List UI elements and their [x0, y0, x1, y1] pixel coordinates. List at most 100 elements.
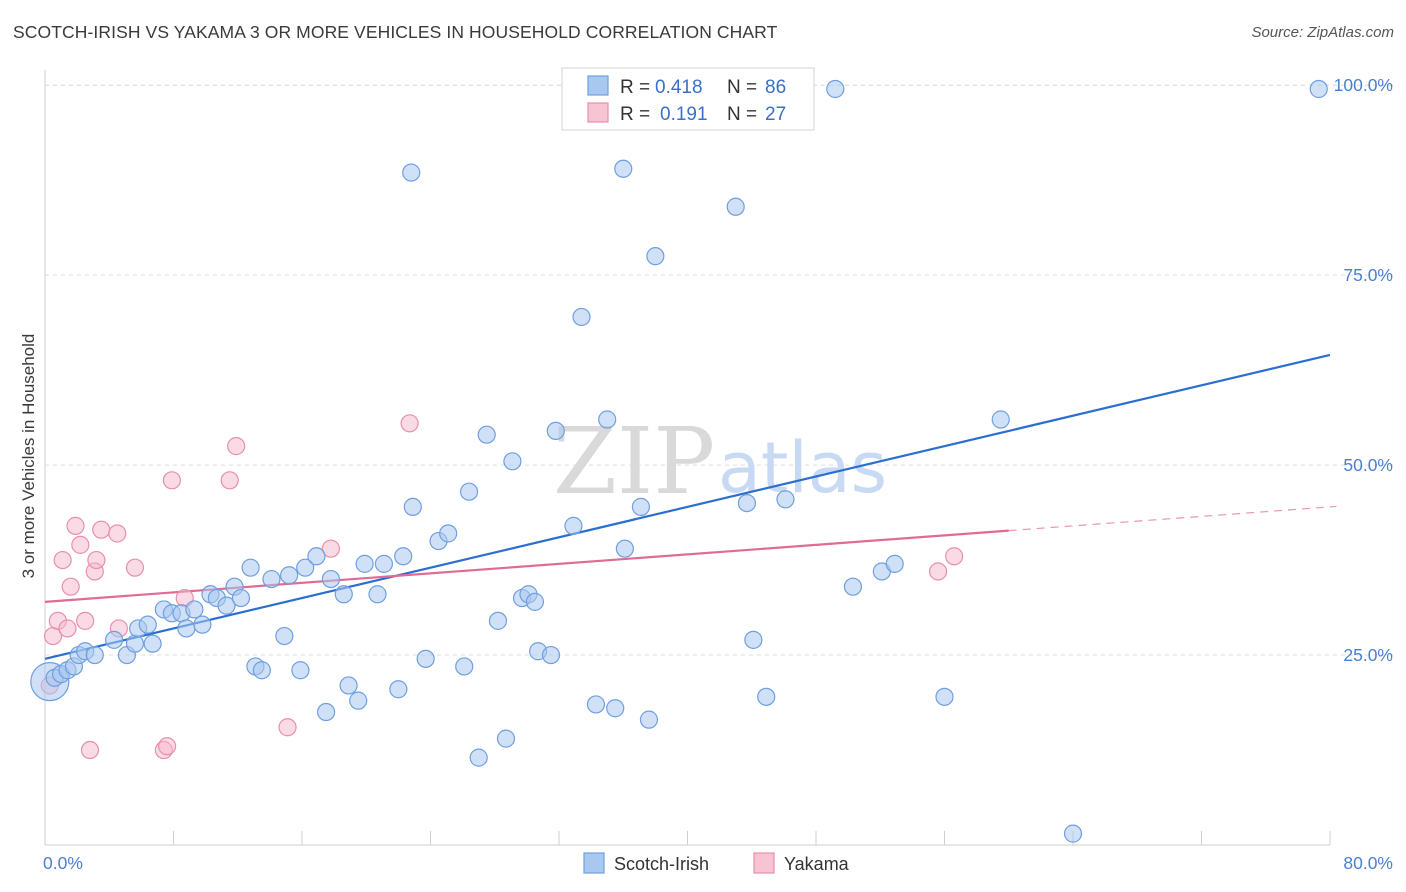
x-tick-label-80: 80.0%: [1343, 853, 1393, 873]
point-yakama-13: [108, 524, 127, 543]
point-yakama-12: [92, 520, 111, 539]
point-scotch-irish-22: [217, 596, 236, 615]
point-yakama-11: [87, 550, 106, 570]
legend-n-value-1: 86: [765, 77, 786, 98]
point-scotch-irish-81: [885, 554, 904, 573]
bottom-legend: Scotch-Irish Yakama: [583, 852, 850, 874]
point-yakama-3: [53, 550, 72, 570]
point-scotch-irish-51: [469, 748, 488, 767]
point-scotch-irish-10: [125, 634, 145, 653]
point-yakama-5: [61, 577, 80, 596]
point-scotch-irish-50: [459, 482, 479, 501]
point-scotch-irish-25: [241, 558, 260, 577]
point-scotch-irish-40: [368, 585, 387, 604]
point-scotch-irish-36: [334, 585, 353, 604]
point-scotch-irish-71: [646, 247, 665, 266]
point-scotch-irish-43: [394, 547, 413, 566]
source-label: Source: ZipAtlas.com: [1251, 24, 1394, 41]
point-scotch-irish-84: [1063, 824, 1083, 843]
point-scotch-irish-55: [503, 452, 522, 471]
point-yakama-21: [227, 437, 246, 456]
point-scotch-irish-62: [564, 516, 583, 535]
point-scotch-irish-67: [614, 159, 633, 178]
bottom-legend-swatch-yakama: [753, 852, 775, 874]
point-scotch-irish-60: [541, 645, 561, 665]
point-scotch-irish-73: [726, 197, 745, 216]
point-scotch-irish-63: [572, 307, 591, 327]
watermark-zip: ZIP: [553, 408, 715, 515]
point-scotch-irish-33: [307, 547, 326, 566]
legend-n-label-2: N =: [727, 104, 757, 125]
point-scotch-irish-53: [488, 611, 508, 630]
point-scotch-irish-46: [416, 649, 435, 668]
point-scotch-irish-65: [598, 410, 617, 429]
point-scotch-irish-32: [296, 558, 315, 577]
point-scotch-irish-48: [439, 524, 458, 543]
point-scotch-irish-12: [138, 615, 157, 634]
point-scotch-irish-37: [339, 676, 358, 695]
bottom-legend-label-yakama: Yakama: [784, 854, 850, 874]
point-yakama-7: [71, 535, 90, 554]
point-scotch-irish-30: [280, 566, 299, 585]
legend-r-value-1: 0.418: [655, 77, 703, 98]
series-scotch-irish: [30, 76, 1328, 843]
trend-line-yakama-extension: [1008, 505, 1337, 532]
point-scotch-irish-35: [321, 569, 341, 589]
point-scotch-irish-45: [403, 497, 422, 516]
y-axis-label: 3 or more Vehicles in Household: [19, 334, 38, 579]
point-yakama-26: [945, 547, 964, 566]
point-yakama-23: [321, 539, 341, 558]
chart-title: SCOTCH-IRISH VS YAKAMA 3 OR MORE VEHICLE…: [13, 22, 778, 42]
watermark: ZIP atlas: [553, 408, 887, 515]
point-yakama-24: [400, 414, 419, 433]
legend-r-label-1: R =: [620, 77, 650, 98]
point-yakama-17: [157, 737, 177, 756]
point-scotch-irish-58: [525, 592, 545, 611]
point-scotch-irish-54: [496, 729, 516, 748]
point-scotch-irish-39: [355, 554, 374, 573]
point-scotch-irish-66: [606, 699, 625, 718]
point-scotch-irish-29: [275, 626, 294, 646]
y-tick-label-75: 75.0%: [1343, 265, 1393, 285]
point-scotch-irish-79: [843, 577, 863, 596]
point-scotch-irish-8: [104, 630, 124, 649]
legend-swatch-yakama: [587, 102, 609, 123]
point-scotch-irish-74: [737, 493, 757, 513]
point-yakama-4: [58, 619, 77, 638]
point-scotch-irish-7: [85, 645, 104, 665]
point-scotch-irish-69: [631, 497, 651, 516]
point-scotch-irish-49: [455, 657, 474, 676]
point-scotch-irish-24: [231, 588, 251, 608]
point-yakama-8: [76, 611, 95, 630]
point-scotch-irish-68: [615, 539, 634, 558]
y-tick-label-100: 100.0%: [1334, 75, 1393, 95]
series-yakama: [40, 414, 964, 760]
legend-r-label-2: R =: [620, 104, 650, 125]
point-scotch-irish-41: [374, 554, 394, 573]
point-scotch-irish-76: [757, 687, 776, 706]
trend-lines: [44, 353, 1337, 660]
point-scotch-irish-38: [349, 691, 368, 710]
point-yakama-18: [162, 471, 181, 490]
bottom-legend-label-scotch-irish: Scotch-Irish: [614, 854, 709, 874]
point-yakama-20: [220, 471, 239, 490]
x-tick-label-0: 0.0%: [43, 853, 83, 873]
legend-box: R = 0.418 N = 86 R = 0.191 N = 27: [561, 67, 815, 131]
point-scotch-irish-85: [1309, 79, 1328, 99]
y-tick-labels: 25.0% 50.0% 75.0% 100.0%: [1334, 75, 1393, 665]
point-scotch-irish-82: [935, 687, 954, 706]
point-scotch-irish-31: [291, 661, 310, 680]
point-yakama-6: [66, 516, 85, 535]
point-scotch-irish-52: [477, 425, 496, 444]
point-scotch-irish-77: [776, 490, 795, 509]
legend-swatch-scotch-irish: [587, 75, 609, 96]
x-tick-labels: 0.0% 80.0%: [43, 853, 1393, 873]
point-scotch-irish-75: [744, 630, 763, 649]
point-scotch-irish-27: [252, 661, 271, 680]
point-yakama-25: [928, 562, 948, 581]
point-scotch-irish-19: [193, 615, 212, 634]
legend-r-value-2: 0.191: [660, 104, 708, 125]
legend-n-label-1: N =: [727, 77, 757, 98]
point-scotch-irish-34: [316, 702, 336, 722]
